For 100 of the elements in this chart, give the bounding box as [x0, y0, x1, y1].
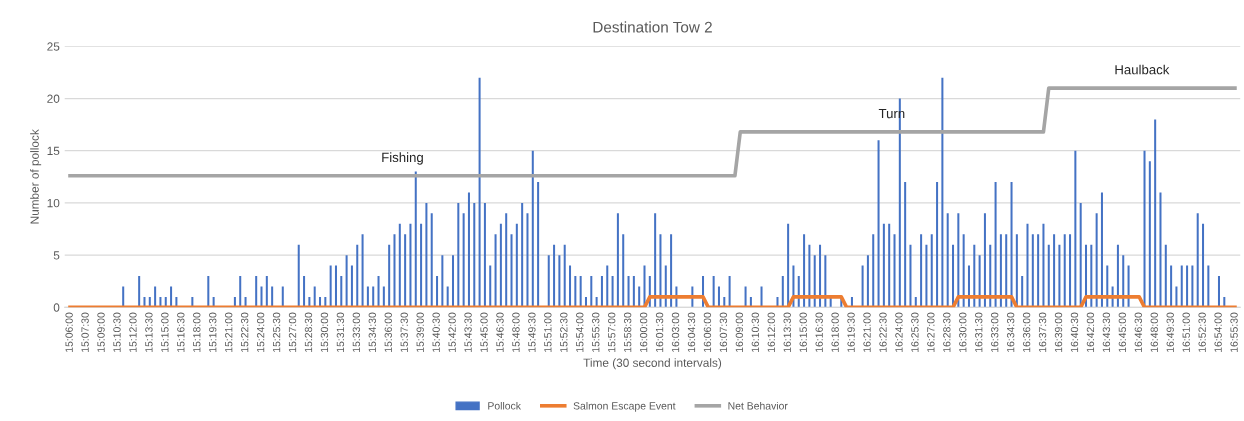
x-tick-label: 16:19:30 [847, 312, 855, 352]
bar [659, 234, 662, 308]
x-tick-label: 15:36:00 [384, 312, 392, 352]
bar [819, 244, 822, 308]
bar [1100, 192, 1103, 308]
x-tick-label: 15:07:30 [81, 312, 89, 352]
bar [420, 223, 423, 308]
bar [590, 276, 593, 308]
bar [436, 276, 439, 308]
x-tick-label: 15:15:00 [161, 312, 169, 352]
bar [340, 276, 343, 308]
bar [1207, 265, 1210, 308]
x-tick-label: 16:40:30 [1070, 312, 1079, 352]
bar [1095, 213, 1098, 308]
bar [170, 286, 173, 308]
x-tick-label: 15:18:00 [193, 312, 201, 352]
bar [303, 276, 306, 308]
bar [1170, 265, 1173, 308]
bar [866, 255, 869, 308]
x-tick-label: 16:45:00 [1118, 312, 1127, 352]
bar [712, 276, 715, 308]
bar [1217, 276, 1220, 308]
bar [356, 244, 359, 308]
annotation: Haulback [1115, 64, 1170, 75]
x-tick-label: 15:39:00 [416, 312, 424, 352]
bar [994, 182, 997, 308]
bar [1074, 150, 1077, 308]
bar [260, 286, 263, 308]
bar [265, 276, 268, 308]
bar [936, 182, 939, 308]
bar [361, 234, 364, 308]
bar [904, 182, 907, 308]
x-tick-label: 16:01:30 [655, 312, 664, 352]
x-tick-label: 16:51:00 [1182, 312, 1190, 352]
bar [600, 276, 603, 308]
y-tick-label: 0 [53, 303, 60, 312]
y-tick-label: 20 [47, 94, 60, 103]
y-tick-label: 5 [53, 251, 60, 260]
bar [616, 213, 619, 308]
x-tick-label: 16:39:00 [1054, 312, 1063, 352]
bar [271, 286, 274, 308]
bar [983, 213, 986, 308]
bar [483, 202, 486, 308]
bar [547, 255, 550, 308]
bar [451, 255, 455, 308]
x-tick-label: 15:25:30 [272, 312, 281, 352]
x-tick-label: 16:43:30 [1102, 312, 1111, 352]
x-tick-label: 16:48:00 [1150, 312, 1158, 352]
x-tick-label: 15:22:30 [240, 312, 249, 352]
bar [334, 265, 337, 308]
bar [957, 213, 960, 308]
bar [728, 276, 731, 308]
x-tick-label: 16:52:30 [1198, 312, 1206, 352]
bar [717, 286, 720, 308]
bar [930, 234, 933, 308]
bar [478, 77, 481, 308]
x-tick-label: 16:37:30 [1038, 312, 1047, 352]
x-tick-label: 15:28:30 [304, 312, 313, 352]
bar [989, 244, 992, 308]
bar [255, 276, 258, 308]
bar [1053, 234, 1056, 308]
bar [207, 276, 210, 308]
x-tick-label: 16:54:00 [1214, 312, 1222, 352]
bar [563, 244, 566, 308]
bar [978, 255, 981, 308]
x-tick-label: 16:04:30 [687, 312, 696, 352]
bar [1058, 244, 1061, 308]
bar [877, 140, 880, 308]
x-tick-label: 15:58:30 [623, 312, 632, 352]
bar [1069, 234, 1072, 308]
bar [1202, 223, 1205, 308]
x-tick-label: 15:55:30 [592, 312, 600, 352]
bar [1042, 223, 1045, 308]
bar [670, 234, 673, 308]
x-tick-label: 15:54:00 [576, 312, 584, 352]
bar [1180, 265, 1183, 308]
bar [999, 234, 1002, 308]
x-tick-label: 15:43:30 [464, 312, 472, 352]
bar [366, 286, 369, 308]
bar [414, 171, 417, 308]
bar [632, 276, 635, 308]
bar [638, 286, 641, 308]
bar [441, 255, 444, 308]
x-tick-label: 15:30:00 [320, 312, 329, 352]
x-tick-label: 15:48:00 [512, 312, 520, 352]
x-tick-label: 15:34:30 [368, 312, 377, 352]
bar [553, 244, 556, 308]
x-tick-label: 15:42:00 [448, 312, 456, 352]
bar [494, 234, 497, 308]
bar [1010, 182, 1013, 308]
x-tick-label: 15:21:00 [225, 312, 233, 352]
bar [1063, 234, 1066, 308]
bar [622, 234, 625, 308]
bar [393, 234, 396, 308]
bar [446, 286, 449, 308]
x-tick-label: 16:25:30 [911, 312, 919, 352]
bar [122, 286, 125, 308]
bar [1186, 265, 1189, 308]
bar [499, 223, 502, 308]
annotation: Fishing [382, 152, 423, 165]
